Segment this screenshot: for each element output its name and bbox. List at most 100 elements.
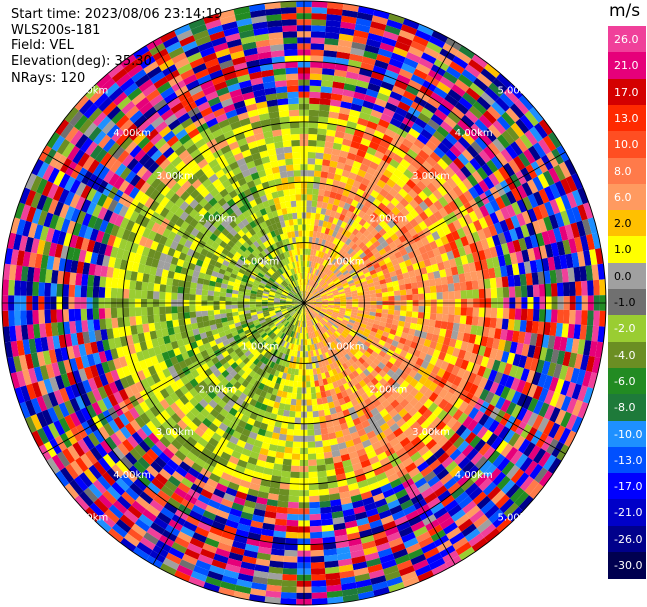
velocity-gate bbox=[341, 243, 349, 251]
velocity-gate bbox=[378, 248, 387, 256]
velocity-gate bbox=[380, 357, 389, 366]
velocity-gate bbox=[213, 295, 220, 301]
velocity-gate bbox=[432, 463, 446, 476]
velocity-gate bbox=[345, 238, 352, 246]
velocity-gate bbox=[481, 429, 494, 443]
velocity-gate bbox=[351, 377, 359, 386]
velocity-gate bbox=[514, 226, 525, 240]
velocity-gate bbox=[351, 243, 359, 251]
velocity-gate bbox=[404, 339, 413, 347]
velocity-gate bbox=[111, 317, 119, 329]
velocity-gate bbox=[396, 163, 407, 174]
velocity-gate bbox=[147, 314, 155, 324]
velocity-gate bbox=[477, 279, 485, 290]
velocity-gate bbox=[293, 374, 299, 382]
velocity-gate bbox=[492, 120, 507, 135]
velocity-gate bbox=[514, 453, 528, 469]
velocity-gate bbox=[434, 320, 442, 329]
velocity-gate bbox=[310, 567, 326, 575]
velocity-gate bbox=[565, 381, 577, 398]
velocity-gate bbox=[295, 405, 302, 412]
velocity-gate bbox=[315, 306, 322, 310]
velocity-gate bbox=[423, 339, 432, 348]
velocity-gate bbox=[309, 286, 313, 293]
velocity-gate bbox=[328, 216, 335, 224]
velocity-gate bbox=[358, 364, 367, 372]
velocity-gate bbox=[489, 246, 498, 258]
velocity-gate bbox=[307, 170, 315, 177]
velocity-gate bbox=[437, 142, 450, 155]
velocity-gate bbox=[305, 291, 307, 298]
velocity-gate bbox=[311, 392, 317, 400]
velocity-gate bbox=[390, 542, 406, 554]
velocity-gate bbox=[417, 112, 431, 124]
velocity-gate bbox=[386, 369, 396, 378]
velocity-gate bbox=[291, 459, 300, 467]
velocity-gate bbox=[511, 404, 523, 419]
velocity-gate bbox=[352, 436, 362, 446]
velocity-gate bbox=[308, 306, 314, 311]
velocity-gate bbox=[345, 439, 355, 448]
velocity-gate bbox=[312, 290, 318, 296]
velocity-gate bbox=[461, 69, 477, 83]
velocity-gate bbox=[423, 353, 433, 363]
velocity-gate bbox=[396, 256, 405, 264]
velocity-gate bbox=[447, 189, 459, 201]
velocity-gate bbox=[499, 265, 508, 277]
velocity-gate bbox=[543, 270, 551, 285]
velocity-gate bbox=[306, 387, 312, 394]
velocity-gate bbox=[354, 215, 363, 224]
velocity-gate bbox=[361, 284, 369, 289]
velocity-gate bbox=[421, 449, 434, 462]
velocity-gate bbox=[471, 316, 479, 326]
velocity-gate bbox=[387, 333, 396, 340]
velocity-gate bbox=[325, 288, 332, 293]
velocity-gate bbox=[483, 146, 496, 160]
velocity-gate bbox=[489, 381, 500, 395]
velocity-gate bbox=[421, 144, 434, 157]
velocity-gate bbox=[322, 301, 329, 303]
velocity-gate bbox=[331, 314, 338, 319]
velocity-gate bbox=[207, 305, 214, 311]
velocity-gate bbox=[460, 254, 469, 265]
velocity-gate bbox=[541, 360, 551, 376]
velocity-gate bbox=[351, 326, 359, 332]
velocity-gate bbox=[284, 549, 298, 557]
velocity-gate bbox=[307, 417, 314, 424]
velocity-gate bbox=[288, 495, 299, 503]
velocity-gate bbox=[423, 398, 434, 409]
velocity-gate bbox=[315, 307, 322, 310]
velocity-gate bbox=[387, 266, 396, 273]
velocity-gate bbox=[462, 92, 477, 106]
velocity-gate bbox=[408, 515, 423, 527]
velocity-gate bbox=[501, 276, 509, 288]
velocity-gate bbox=[281, 586, 297, 593]
velocity-gate bbox=[482, 326, 490, 338]
velocity-gate bbox=[529, 106, 544, 123]
velocity-gate bbox=[327, 336, 334, 343]
velocity-gate bbox=[26, 310, 34, 325]
velocity-gate bbox=[414, 381, 424, 392]
velocity-gate bbox=[524, 479, 539, 496]
velocity-gate bbox=[318, 313, 324, 318]
velocity-gate bbox=[348, 319, 356, 324]
velocity-gates bbox=[1, 0, 607, 606]
velocity-gate bbox=[396, 385, 406, 395]
velocity-gate bbox=[468, 210, 479, 223]
velocity-gate bbox=[382, 134, 394, 144]
velocity-gate bbox=[338, 416, 347, 425]
velocity-gate bbox=[483, 463, 497, 478]
velocity-gate bbox=[342, 89, 355, 98]
velocity-gate bbox=[332, 381, 339, 389]
velocity-gate bbox=[362, 132, 374, 142]
velocity-gate bbox=[359, 433, 370, 443]
velocity-gate bbox=[512, 353, 522, 367]
velocity-gate bbox=[309, 103, 320, 111]
velocity-gate bbox=[405, 311, 413, 318]
velocity-gate bbox=[324, 358, 330, 366]
velocity-gate bbox=[378, 211, 388, 220]
velocity-gate bbox=[413, 169, 425, 181]
velocity-gate bbox=[369, 269, 377, 276]
velocity-gate bbox=[92, 286, 100, 298]
